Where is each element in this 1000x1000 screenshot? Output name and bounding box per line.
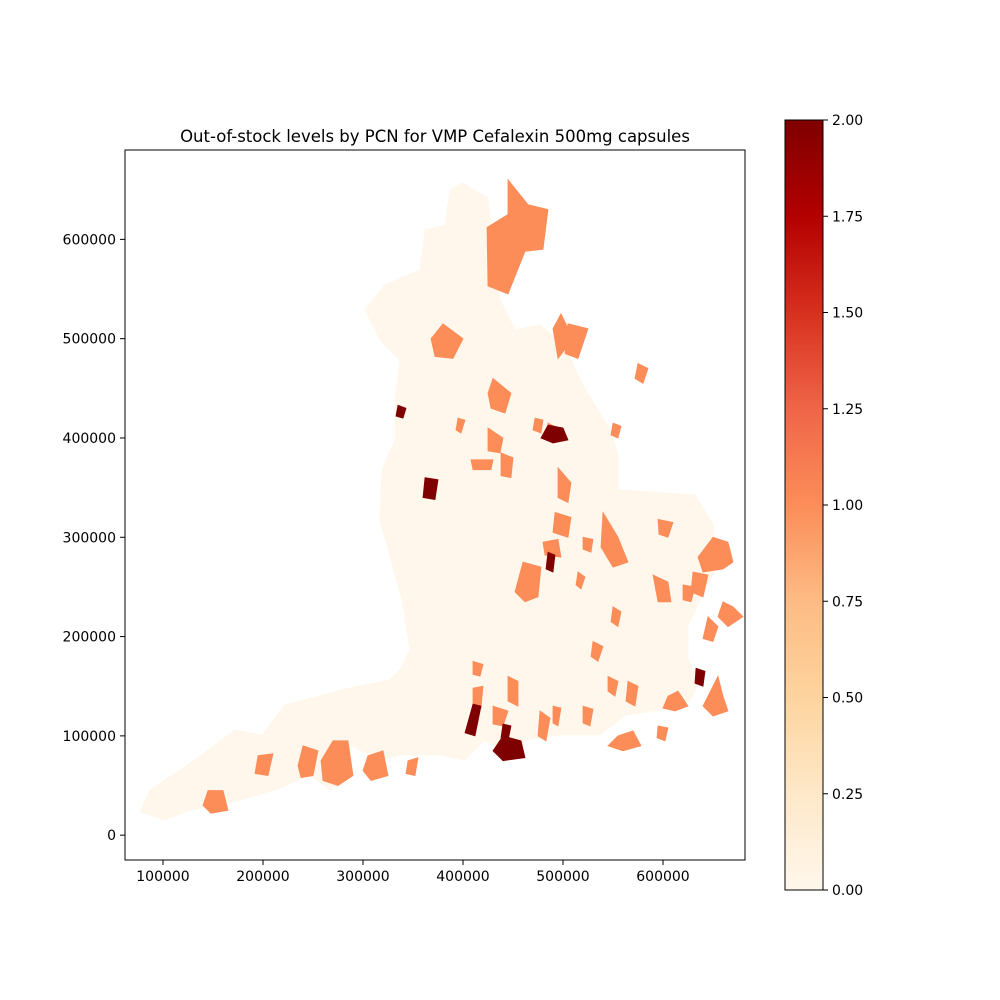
pcn-region-level-1 [575, 571, 586, 590]
pcn-region-level-1 [557, 466, 572, 504]
pcn-region-level-1 [652, 574, 672, 603]
y-tick-label: 100000 [63, 729, 116, 745]
pcn-regions-level-2 [395, 404, 706, 762]
pcn-region-level-1 [656, 725, 669, 742]
pcn-region-level-1 [537, 710, 551, 742]
pcn-regions-level-1 [202, 178, 744, 814]
pcn-region-level-1 [610, 422, 622, 439]
pcn-region-level-1 [514, 561, 542, 603]
x-axis: 100000 200000 300000 400000 500000 600000 [136, 860, 690, 885]
pcn-region-level-1 [486, 178, 549, 295]
x-tick-label: 600000 [636, 869, 689, 885]
pcn-region-level-1 [470, 459, 494, 471]
pcn-region-level-2 [492, 735, 526, 762]
colorbar-tick-label: 0.50 [832, 691, 863, 707]
pcn-region-level-1 [542, 538, 562, 558]
plot-frame [124, 149, 746, 861]
pcn-region-level-1 [607, 675, 619, 697]
pcn-region-level-1 [634, 362, 649, 385]
pcn-region-level-2 [422, 477, 439, 500]
y-tick-label: 400000 [63, 431, 116, 447]
pcn-region-level-1 [487, 377, 512, 414]
pcn-region-level-2 [540, 424, 569, 444]
x-tick-label: 300000 [336, 869, 389, 885]
x-tick-label: 500000 [536, 869, 589, 885]
pcn-region-level-1 [455, 417, 466, 434]
pcn-region-level-2 [694, 667, 706, 687]
y-axis: 0 100000 200000 300000 400000 500000 600000 [63, 232, 125, 844]
x-tick-label: 200000 [236, 869, 289, 885]
pcn-region-level-1 [702, 615, 719, 642]
colorbar-tick-label: 1.00 [832, 498, 863, 514]
pcn-region-level-1 [690, 571, 709, 598]
pcn-region-level-1 [487, 427, 504, 454]
y-tick-label: 200000 [63, 630, 116, 646]
colorbar-tick-label: 0.75 [832, 594, 863, 610]
colorbar-tick-label: 1.50 [832, 306, 863, 322]
y-tick-label: 0 [107, 828, 116, 844]
x-tick-label: 100000 [136, 869, 189, 885]
pcn-region-level-1 [590, 640, 604, 663]
colorbar-tick-label: 2.00 [832, 113, 863, 129]
pcn-region-level-1 [320, 740, 354, 786]
pcn-region-level-1 [507, 675, 519, 707]
pcn-region-level-1 [662, 690, 689, 712]
pcn-region-level-1 [500, 452, 514, 479]
pcn-region-level-1 [430, 323, 464, 359]
x-tick-label: 400000 [436, 869, 489, 885]
chart-title: Out-of-stock levels by PCN for VMP Cefal… [180, 127, 690, 146]
pcn-region-level-1 [702, 675, 729, 717]
pcn-region-level-1 [254, 753, 274, 777]
pcn-region-level-1 [607, 730, 642, 752]
colorbar [784, 119, 824, 891]
pcn-region-level-2 [464, 703, 482, 737]
pcn-region-level-2 [545, 551, 556, 573]
pcn-region-level-2 [395, 404, 407, 419]
colorbar-tick-label: 1.75 [832, 209, 863, 225]
map-layer [139, 178, 744, 821]
pcn-region-level-1 [564, 323, 589, 360]
colorbar-axis: 0.00 0.25 0.50 0.75 1.00 1.25 1.50 1.75 2.00 [823, 113, 863, 899]
colorbar-tick-label: 1.25 [832, 402, 863, 418]
pcn-region-level-1 [362, 750, 389, 782]
pcn-region-level-1 [582, 536, 594, 553]
colorbar-tick-label: 0.00 [832, 883, 863, 899]
pcn-region-level-1 [405, 757, 419, 777]
england-landmass [139, 182, 716, 821]
colorbar-tick-label: 0.25 [832, 787, 863, 803]
y-tick-label: 300000 [63, 530, 116, 546]
pcn-region-level-1 [657, 518, 674, 538]
pcn-region-level-1 [202, 790, 229, 814]
pcn-region-level-1 [552, 705, 562, 727]
pcn-region-level-1 [552, 511, 572, 538]
pcn-region-level-1 [717, 601, 744, 628]
pcn-region-level-1 [697, 536, 734, 573]
pcn-region-level-1 [297, 745, 319, 779]
y-tick-label: 500000 [63, 332, 116, 348]
pcn-region-level-1 [600, 511, 629, 568]
pcn-region-level-1 [532, 417, 544, 434]
pcn-region-level-1 [625, 680, 639, 707]
pcn-region-level-1 [582, 705, 594, 727]
pcn-region-level-1 [610, 606, 622, 628]
pcn-region-level-2 [500, 723, 512, 742]
y-tick-label: 600000 [63, 232, 116, 248]
pcn-region-level-1 [472, 660, 484, 677]
